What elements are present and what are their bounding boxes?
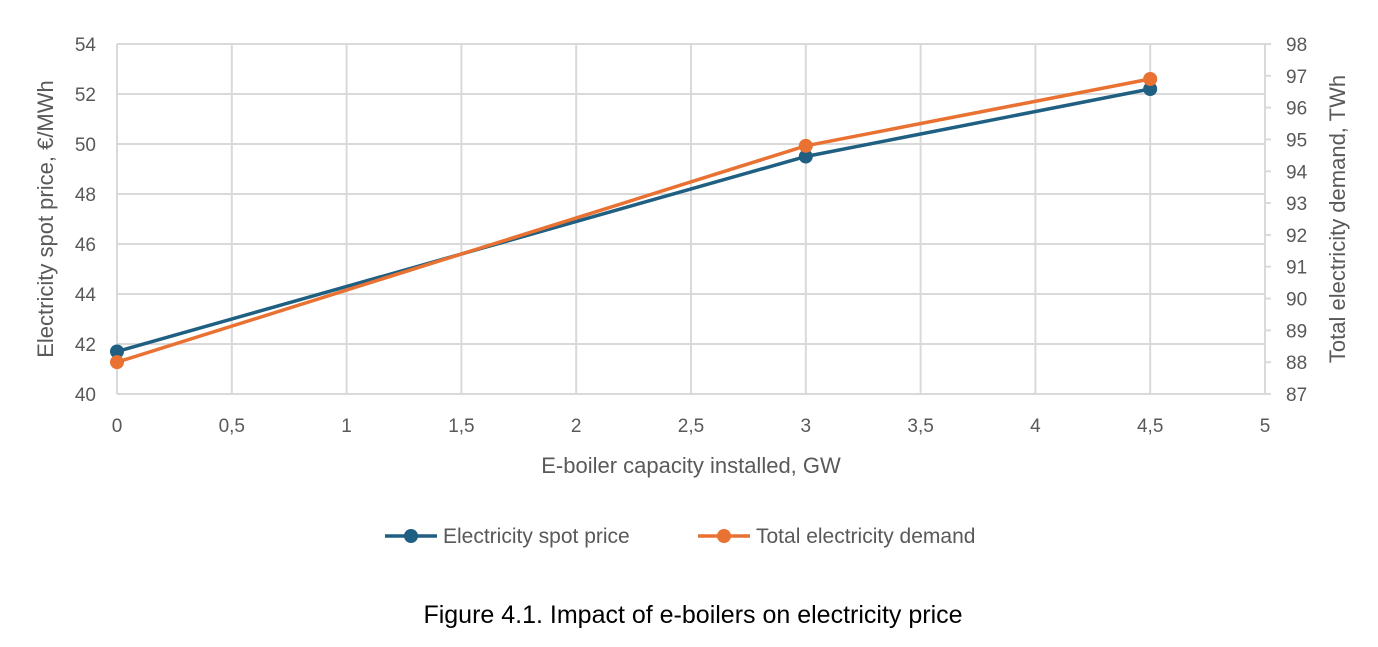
x-tick-label: 0,5 [219, 416, 245, 437]
y2-tick-label: 96 [1286, 99, 1307, 120]
x-tick-label: 1 [341, 416, 352, 437]
y-axis-left-ticks: 40 42 44 46 48 50 52 54 [75, 35, 97, 406]
legend-swatch-marker [717, 529, 731, 543]
x-tick-label: 1,5 [448, 416, 474, 437]
legend: Electricity spot price Total electricity … [385, 525, 975, 548]
y-tick-label: 42 [75, 335, 96, 356]
grid [116, 43, 1266, 395]
x-tick-label: 0 [112, 416, 123, 437]
y2-tick-label: 91 [1286, 258, 1307, 279]
x-tick-label: 4,5 [1137, 416, 1163, 437]
dual-axis-line-chart: 0 0,5 1 1,5 2 2,5 3 3,5 4 4,5 5 40 42 44 46 48 50 52 54 8… [33, 35, 1350, 548]
y-tick-label: 46 [75, 235, 96, 256]
x-tick-label: 4 [1030, 416, 1041, 437]
x-tick-label: 3,5 [907, 416, 933, 437]
y2-tick-label: 97 [1286, 67, 1307, 88]
legend-label: Electricity spot price [443, 525, 630, 548]
y2-tick-label: 90 [1286, 290, 1307, 311]
y2-tick-label: 94 [1286, 162, 1308, 183]
data-point-1 [798, 138, 813, 153]
x-tick-label: 5 [1260, 416, 1271, 437]
y-axis-left-label: Electricity spot price, €/MWh [33, 80, 58, 358]
legend-label: Total electricity demand [756, 525, 975, 548]
y-tick-label: 44 [75, 285, 97, 306]
x-axis-ticks: 0 0,5 1 1,5 2 2,5 3 3,5 4 4,5 5 [112, 416, 1271, 437]
data-point-0 [110, 344, 124, 359]
y-tick-label: 40 [75, 385, 96, 406]
y-axis-right-label: Total electricity demand, TWh [1325, 75, 1350, 363]
y2-tick-label: 89 [1286, 321, 1307, 342]
y-tick-label: 50 [75, 135, 96, 156]
y-tick-label: 48 [75, 185, 96, 206]
data-point-0 [1143, 82, 1158, 96]
data-point-1 [110, 355, 124, 370]
y2-tick-label: 95 [1286, 130, 1307, 151]
y2-tick-label: 92 [1286, 226, 1307, 247]
x-tick-label: 2,5 [678, 416, 704, 437]
legend-swatch-marker [404, 529, 418, 543]
y2-tick-label: 98 [1286, 35, 1307, 56]
series-layer [110, 72, 1158, 370]
data-point-0 [798, 149, 813, 164]
y2-tick-label: 88 [1286, 353, 1307, 374]
y-tick-label: 54 [75, 35, 97, 56]
data-point-1 [1143, 72, 1158, 86]
x-axis-label: E-boiler capacity installed, GW [541, 453, 841, 478]
figure-caption: Figure 4.1. Impact of e-boilers on elect… [423, 601, 963, 629]
series-line-1 [116, 77, 1151, 364]
y-axis-right-ticks: 87 88 89 90 91 92 93 94 95 96 97 98 [1264, 35, 1308, 406]
x-tick-label: 3 [801, 416, 812, 437]
y-tick-label: 52 [75, 85, 96, 106]
x-tick-label: 2 [571, 416, 582, 437]
y2-tick-label: 87 [1286, 385, 1307, 406]
y2-tick-label: 93 [1286, 194, 1307, 215]
